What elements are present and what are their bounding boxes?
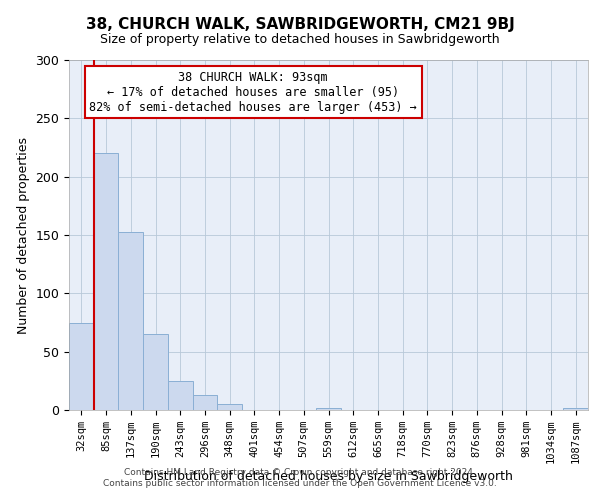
Bar (217, 404, 242, 410)
Bar (193, 395, 217, 410)
Bar (69, 322, 94, 410)
Y-axis label: Number of detached properties: Number of detached properties (17, 136, 30, 334)
Text: Contains HM Land Registry data © Crown copyright and database right 2024.
Contai: Contains HM Land Registry data © Crown c… (103, 468, 497, 487)
Bar (316, 408, 341, 410)
Bar (143, 334, 168, 410)
Text: Size of property relative to detached houses in Sawbridgeworth: Size of property relative to detached ho… (100, 32, 500, 46)
Text: 38 CHURCH WALK: 93sqm
← 17% of detached houses are smaller (95)
82% of semi-deta: 38 CHURCH WALK: 93sqm ← 17% of detached … (89, 70, 417, 114)
X-axis label: Distribution of detached houses by size in Sawbridgeworth: Distribution of detached houses by size … (144, 470, 513, 484)
Bar (118, 232, 143, 410)
Bar (563, 408, 588, 410)
Bar (94, 154, 118, 410)
Text: 38, CHURCH WALK, SAWBRIDGEWORTH, CM21 9BJ: 38, CHURCH WALK, SAWBRIDGEWORTH, CM21 9B… (86, 18, 514, 32)
Bar (168, 381, 193, 410)
